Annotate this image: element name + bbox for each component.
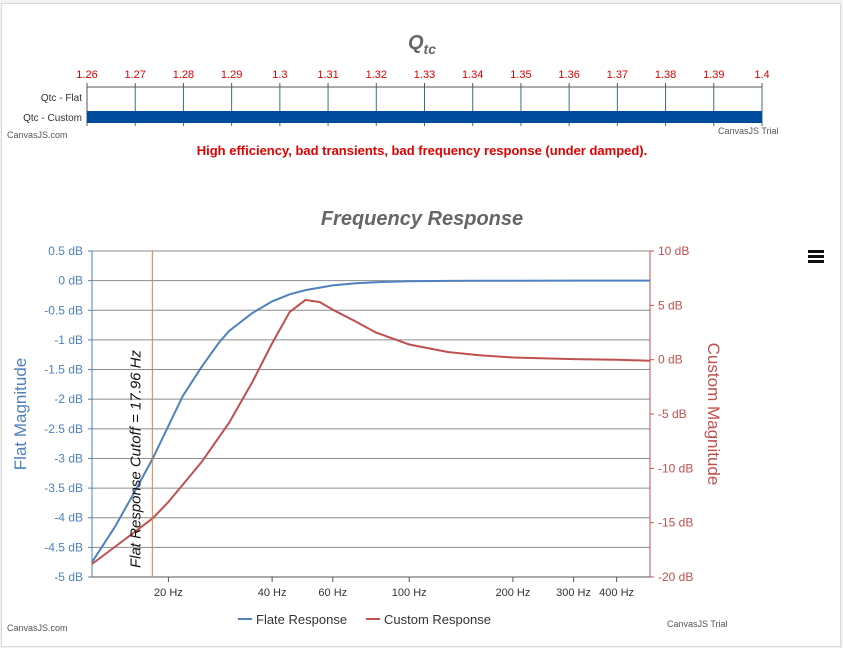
x-tick-label: 40 Hz bbox=[258, 587, 287, 599]
qtc-tick-label: 1.34 bbox=[462, 69, 483, 81]
qtc-tick-label: 1.33 bbox=[414, 69, 435, 81]
legend-item-custom[interactable]: Custom Response bbox=[366, 612, 491, 627]
left-tick-label: -5 dB bbox=[54, 570, 83, 584]
qtc-title-sub: tc bbox=[424, 41, 437, 57]
left-tick-label: -4 dB bbox=[54, 511, 83, 525]
qtc-tick-label: 1.31 bbox=[317, 69, 338, 81]
left-axis-ticks: 0.5 dB 0 dB -0.5 dB -1 dB -1.5 dB -2 dB -2.5 d… bbox=[44, 244, 92, 584]
right-axis-title: Custom Magnitude bbox=[704, 343, 723, 486]
left-tick-label: -2 dB bbox=[54, 392, 83, 406]
series-line-custom[interactable] bbox=[91, 298, 651, 565]
right-tick-label: -15 dB bbox=[658, 516, 693, 530]
x-tick-label: 60 Hz bbox=[318, 587, 347, 599]
x-tick-label: 200 Hz bbox=[495, 587, 530, 599]
qtc-message: High efficiency, bad transients, bad fre… bbox=[197, 143, 648, 158]
left-tick-label: -3 dB bbox=[54, 451, 83, 465]
frequency-credit-right: CanvasJS Trial bbox=[667, 619, 728, 629]
qtc-custom-bar[interactable] bbox=[87, 111, 762, 123]
qtc-tick-label: 1.27 bbox=[125, 69, 146, 81]
left-tick-label: 0.5 dB bbox=[48, 244, 83, 258]
x-tick-label: 20 Hz bbox=[154, 587, 183, 599]
qtc-tick-label: 1.4 bbox=[754, 69, 769, 81]
qtc-chart: Qtc 1.26 1.27 1.28 1.29 1.3 1.31 1.32 1.33 1.34 1… bbox=[7, 32, 779, 158]
qtc-title: Qtc bbox=[408, 32, 436, 57]
x-axis-ticks: 20 Hz 40 Hz 60 Hz 100 Hz 200 Hz 300 Hz 400 Hz bbox=[154, 577, 634, 599]
cutoff-label: Flat Response Cutoff = 17.96 Hz bbox=[127, 349, 144, 568]
left-axis-title: Flat Magnitude bbox=[11, 358, 30, 470]
x-tick-label: 100 Hz bbox=[392, 587, 427, 599]
qtc-category-flat: Qtc - Flat bbox=[41, 93, 82, 104]
x-tick-label: 400 Hz bbox=[599, 587, 634, 599]
qtc-credit-left: CanvasJS.com bbox=[7, 130, 68, 140]
qtc-title-main: Q bbox=[408, 32, 424, 54]
left-tick-label: -0.5 dB bbox=[44, 303, 83, 317]
qtc-tick-label: 1.36 bbox=[558, 69, 579, 81]
qtc-tick-label: 1.26 bbox=[76, 69, 97, 81]
chart-canvas: Qtc 1.26 1.27 1.28 1.29 1.3 1.31 1.32 1.33 1.34 1… bbox=[7, 32, 826, 633]
qtc-tick-label: 1.28 bbox=[173, 69, 194, 81]
left-tick-label: -4.5 dB bbox=[44, 540, 83, 554]
frequency-title: Frequency Response bbox=[321, 208, 523, 230]
qtc-axis-top: 1.26 1.27 1.28 1.29 1.3 1.31 1.32 1.33 1.34 1.35 1… bbox=[76, 69, 770, 88]
right-tick-label: 10 dB bbox=[658, 244, 689, 258]
right-tick-label: 0 dB bbox=[658, 353, 683, 367]
hamburger-menu-icon[interactable] bbox=[806, 248, 826, 266]
frequency-gridlines bbox=[92, 250, 650, 578]
right-axis-ticks: 10 dB 5 dB 0 dB -5 dB -10 dB -15 dB -20 dB bbox=[650, 244, 693, 584]
left-tick-label: -1 dB bbox=[54, 333, 83, 347]
qtc-category-custom: Qtc - Custom bbox=[23, 113, 82, 124]
right-tick-label: -20 dB bbox=[658, 570, 693, 584]
qtc-tick-label: 1.39 bbox=[703, 69, 724, 81]
left-tick-label: 0 dB bbox=[58, 274, 83, 288]
left-tick-label: -2.5 dB bbox=[44, 422, 83, 436]
left-tick-label: -3.5 dB bbox=[44, 481, 83, 495]
right-tick-label: -5 dB bbox=[658, 407, 687, 421]
legend-item-flat[interactable]: Flate Response bbox=[238, 612, 347, 627]
qtc-tick-label: 1.3 bbox=[272, 69, 287, 81]
legend-label-custom: Custom Response bbox=[384, 612, 491, 627]
left-tick-label: -1.5 dB bbox=[44, 363, 83, 377]
right-tick-label: 5 dB bbox=[658, 298, 683, 312]
frequency-chart: Frequency Response 0.5 dB 0 dB -0.5 dB -1 d… bbox=[7, 208, 826, 633]
legend: Flate Response Custom Response bbox=[238, 612, 491, 627]
legend-label-flat: Flate Response bbox=[256, 612, 347, 627]
qtc-tick-label: 1.35 bbox=[510, 69, 531, 81]
qtc-tick-label: 1.29 bbox=[221, 69, 242, 81]
x-tick-label: 300 Hz bbox=[556, 587, 591, 599]
chart-panel: Qtc 1.26 1.27 1.28 1.29 1.3 1.31 1.32 1.33 1.34 1… bbox=[1, 3, 841, 647]
qtc-tick-label: 1.38 bbox=[655, 69, 676, 81]
frequency-credit-left: CanvasJS.com bbox=[7, 623, 68, 633]
qtc-credit-right: CanvasJS Trial bbox=[718, 126, 779, 136]
qtc-tick-label: 1.32 bbox=[366, 69, 387, 81]
right-tick-label: -10 dB bbox=[658, 461, 693, 475]
qtc-tick-label: 1.37 bbox=[607, 69, 628, 81]
series-line-flat[interactable] bbox=[91, 279, 650, 563]
